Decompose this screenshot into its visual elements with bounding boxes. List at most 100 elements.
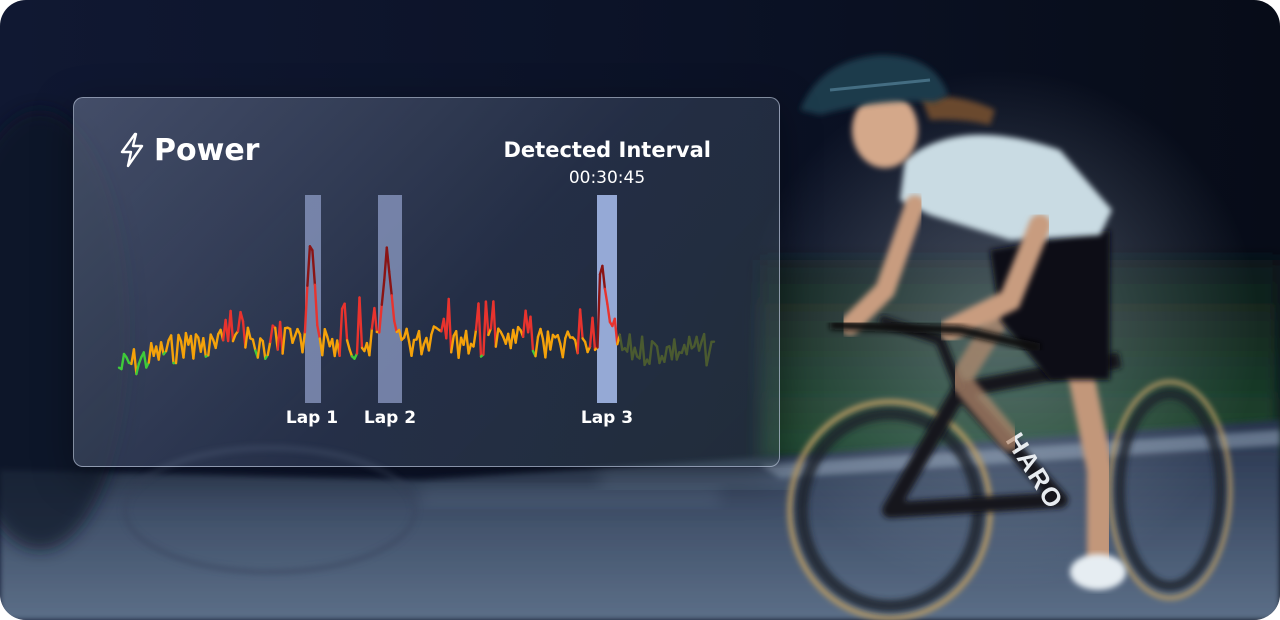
lap-label-1: Lap 1 xyxy=(285,408,339,428)
power-line-segment xyxy=(135,362,141,376)
power-line-segment xyxy=(207,333,212,357)
power-line-segment xyxy=(601,264,607,291)
power-line-segment xyxy=(640,335,646,367)
power-line-segment xyxy=(405,327,411,343)
power-line-segment xyxy=(688,335,693,350)
power-line-segment xyxy=(410,338,416,357)
widget-title: Power xyxy=(118,132,259,168)
power-line-segment xyxy=(467,342,473,355)
power-chart xyxy=(117,195,716,403)
power-line-segment xyxy=(663,346,669,363)
power-line-segment xyxy=(397,328,403,342)
power-line-segment xyxy=(251,338,257,352)
power-line-segment xyxy=(618,333,624,352)
power-line-segment xyxy=(169,334,175,365)
power-line-segment xyxy=(323,327,329,338)
power-line-segment xyxy=(534,335,540,358)
power-line-segment xyxy=(705,352,711,367)
power-line-segment xyxy=(492,300,497,348)
power-line-segment xyxy=(591,316,597,352)
power-line-segment xyxy=(450,334,455,354)
power-line-segment xyxy=(390,294,396,322)
power-line-segment xyxy=(675,351,681,361)
power-line-segment xyxy=(182,331,188,359)
detected-interval-label: Detected Interval xyxy=(503,138,712,162)
power-line-segment xyxy=(192,333,198,360)
power-line-segment xyxy=(345,339,351,351)
power-line-segment xyxy=(702,332,708,367)
power-line-segment xyxy=(306,245,312,287)
power-line-segment xyxy=(348,348,354,358)
power-line-segment xyxy=(472,328,478,348)
power-line-segment xyxy=(673,338,678,361)
power-line-segment xyxy=(556,333,562,346)
power-line-segment xyxy=(338,307,344,357)
lightning-bolt-icon xyxy=(118,132,146,168)
power-line-segment xyxy=(174,333,180,365)
power-line-segment xyxy=(606,302,612,324)
power-line-segment xyxy=(388,270,393,297)
power-line-segment xyxy=(457,336,463,359)
power-line-segment xyxy=(697,340,703,352)
power-line-segment xyxy=(268,324,274,344)
power-line-segment xyxy=(494,327,500,348)
detected-interval-time: 00:30:45 xyxy=(568,168,646,188)
power-line-segment xyxy=(420,342,426,356)
power-line-segment xyxy=(613,317,619,346)
power-line-segment xyxy=(430,325,436,336)
power-line-segment xyxy=(311,249,317,286)
power-line-segment xyxy=(266,340,272,357)
lap-label-3: Lap 3 xyxy=(580,408,634,428)
power-line-segment xyxy=(427,333,433,352)
widget-title-text: Power xyxy=(154,132,260,168)
power-line-segment xyxy=(477,302,483,358)
power-line-segment xyxy=(707,340,713,356)
power-line-segment xyxy=(313,283,319,327)
power-line-segment xyxy=(214,332,220,350)
power-line-segment xyxy=(236,310,242,333)
power-line-segment xyxy=(120,352,126,371)
power-line-segment xyxy=(385,246,391,273)
power-line-segment xyxy=(603,287,609,306)
power-line-segment xyxy=(549,333,555,351)
power-line-segment xyxy=(484,300,490,337)
power-line-segment xyxy=(378,303,383,334)
power-line-segment xyxy=(159,341,165,356)
power-line-segment xyxy=(514,325,520,344)
power-line-segment xyxy=(578,308,584,340)
power-line-segment xyxy=(164,339,170,353)
lap-label-2: Lap 2 xyxy=(363,408,417,428)
power-line-segment xyxy=(529,315,535,353)
power-widget: Power Detected Interval 00:30:45 Lap 1 La… xyxy=(73,97,780,467)
power-line-segment xyxy=(132,348,138,376)
power-line-segment xyxy=(628,333,634,361)
power-line-segment xyxy=(303,284,309,334)
power-line-segment xyxy=(281,326,287,355)
power-line-segment xyxy=(261,339,267,360)
power-line-segment xyxy=(368,327,374,357)
power-line-segment xyxy=(648,340,654,365)
power-line-segment xyxy=(633,346,639,358)
power-line-segment xyxy=(373,306,378,334)
power-line-segment xyxy=(539,327,545,341)
power-line-segment xyxy=(358,296,364,350)
power-line-segment xyxy=(301,331,307,354)
power-line-segment xyxy=(321,327,327,357)
power-line-segment xyxy=(561,337,567,359)
power-line-segment xyxy=(246,326,252,340)
power-line-segment xyxy=(655,345,661,365)
power-line-segment xyxy=(316,324,322,340)
power-line-segment xyxy=(380,278,386,307)
power-line-segment xyxy=(343,302,349,342)
power-line-segment xyxy=(239,310,245,323)
power-line-segment xyxy=(256,337,262,359)
power-line-segment xyxy=(464,329,470,355)
power-line-segment xyxy=(202,336,208,358)
power-line-segment xyxy=(291,334,297,345)
power-line-segment xyxy=(229,309,235,343)
power-line-segment xyxy=(393,319,398,334)
power-line-segment xyxy=(142,351,148,369)
power-line-segment xyxy=(447,297,453,354)
